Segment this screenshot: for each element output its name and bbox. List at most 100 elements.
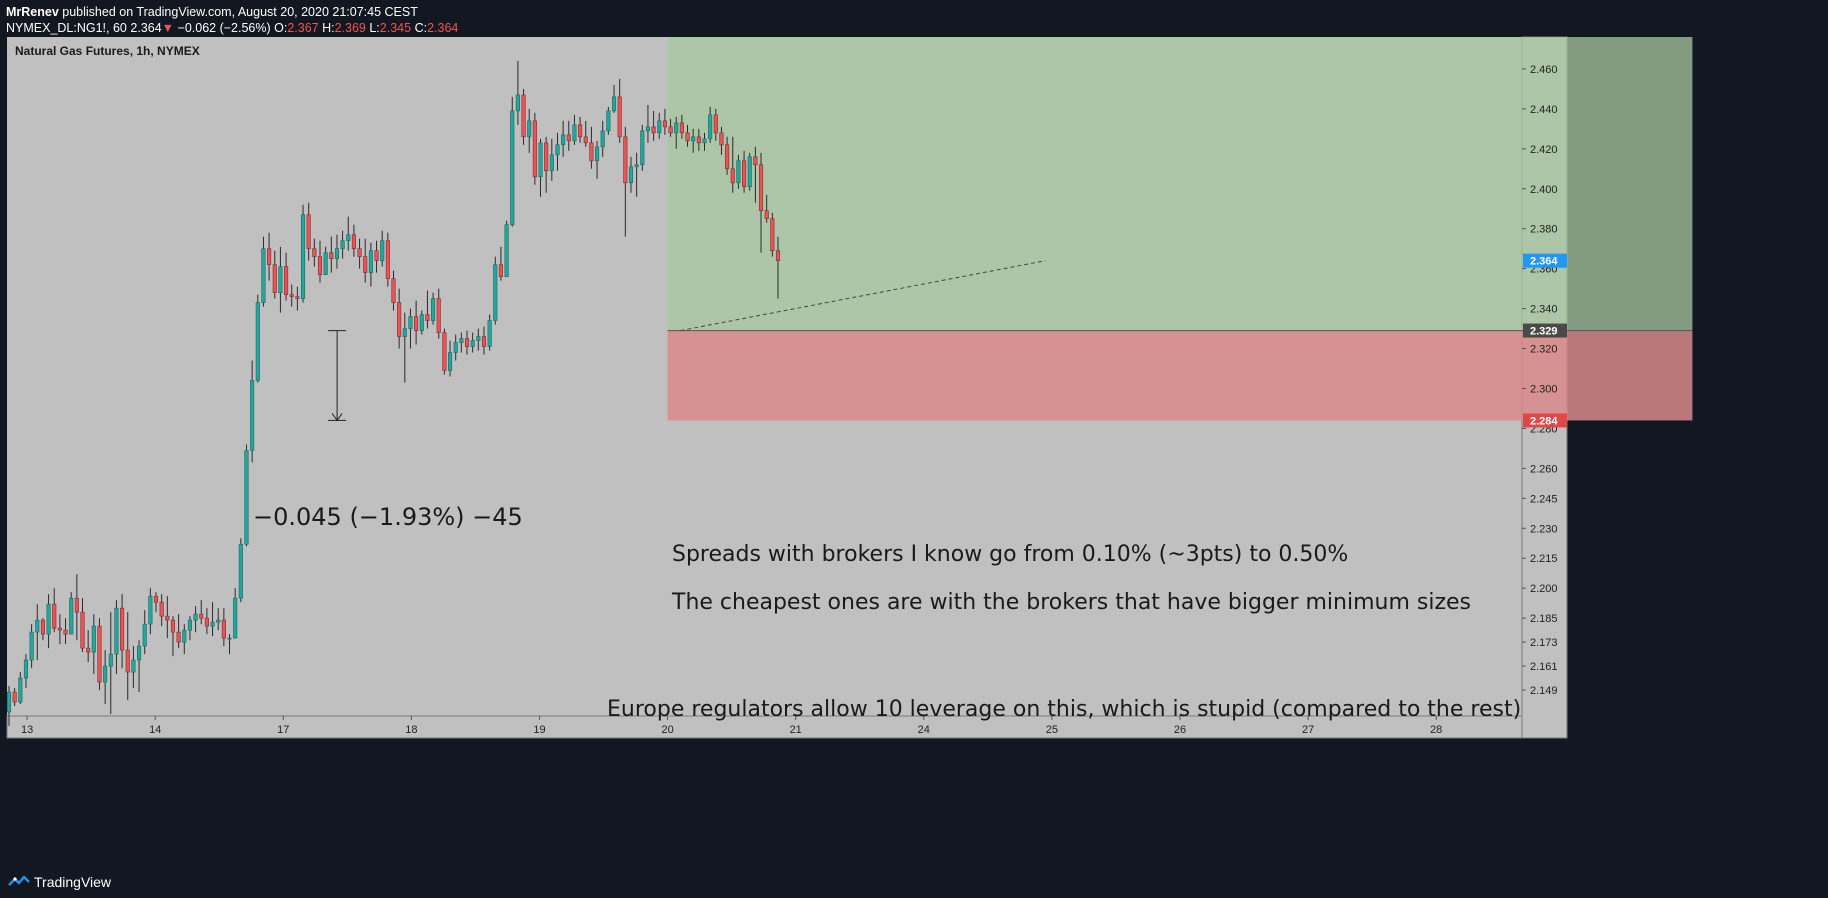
candle[interactable]: [431, 292, 436, 325]
candle[interactable]: [725, 136, 730, 175]
candle[interactable]: [572, 114, 577, 145]
candle[interactable]: [97, 618, 102, 691]
candle[interactable]: [538, 138, 543, 197]
candle[interactable]: [521, 88, 526, 145]
candle[interactable]: [317, 240, 323, 283]
candle[interactable]: [91, 614, 96, 675]
candle[interactable]: [23, 654, 29, 689]
candle[interactable]: [289, 284, 294, 307]
candle[interactable]: [159, 594, 164, 627]
candle[interactable]: [600, 120, 605, 157]
candle[interactable]: [532, 112, 537, 185]
candle[interactable]: [57, 614, 62, 645]
annotation-spreads[interactable]: Spreads with brokers I know go from 0.10…: [672, 542, 1349, 567]
candle[interactable]: [363, 238, 368, 283]
candle[interactable]: [176, 614, 181, 649]
candle[interactable]: [255, 294, 260, 383]
candle[interactable]: [114, 600, 119, 675]
candle[interactable]: [323, 246, 328, 275]
candle[interactable]: [628, 156, 634, 193]
candle[interactable]: [583, 120, 588, 147]
candle[interactable]: [436, 288, 441, 339]
candle[interactable]: [476, 328, 481, 351]
candle[interactable]: [351, 224, 356, 257]
candle[interactable]: [775, 236, 781, 299]
candle[interactable]: [657, 112, 662, 139]
candle[interactable]: [708, 106, 713, 143]
candle[interactable]: [747, 152, 752, 191]
candle[interactable]: [685, 124, 690, 147]
candle[interactable]: [459, 332, 464, 353]
candle[interactable]: [702, 132, 707, 151]
candle[interactable]: [414, 300, 419, 345]
candle[interactable]: [611, 84, 617, 113]
candle[interactable]: [408, 308, 413, 349]
candle[interactable]: [136, 640, 142, 693]
candle[interactable]: [758, 152, 764, 253]
candle[interactable]: [12, 688, 17, 707]
candle[interactable]: [470, 332, 475, 353]
candle[interactable]: [742, 150, 747, 193]
candle[interactable]: [561, 120, 566, 157]
candle[interactable]: [300, 204, 306, 303]
candle[interactable]: [498, 246, 503, 281]
candle[interactable]: [668, 118, 673, 137]
candle[interactable]: [6, 686, 12, 726]
candle[interactable]: [233, 588, 238, 639]
candle[interactable]: [63, 618, 68, 645]
footer-brand[interactable]: TradingView: [8, 874, 111, 890]
candle[interactable]: [691, 128, 696, 153]
candle[interactable]: [589, 126, 594, 169]
candle[interactable]: [679, 114, 684, 139]
candle[interactable]: [391, 270, 396, 311]
candle[interactable]: [125, 612, 130, 701]
candle[interactable]: [719, 126, 724, 155]
candle[interactable]: [623, 126, 628, 237]
candle[interactable]: [442, 328, 447, 375]
candle[interactable]: [527, 108, 532, 153]
candle[interactable]: [334, 234, 340, 269]
measure-label[interactable]: −0.045 (−1.93%) −45: [253, 503, 523, 531]
candle[interactable]: [544, 136, 549, 193]
candle[interactable]: [493, 256, 498, 325]
candle[interactable]: [182, 624, 187, 655]
candle[interactable]: [312, 238, 317, 267]
candle[interactable]: [419, 310, 424, 335]
candle[interactable]: [481, 326, 487, 355]
candle[interactable]: [425, 290, 430, 329]
candle[interactable]: [238, 538, 243, 603]
candle[interactable]: [770, 212, 775, 257]
candle[interactable]: [634, 152, 639, 197]
candle[interactable]: [640, 124, 645, 171]
candle[interactable]: [566, 120, 571, 151]
candle[interactable]: [306, 202, 311, 261]
candle[interactable]: [210, 602, 215, 637]
candle[interactable]: [645, 104, 651, 143]
candle[interactable]: [187, 616, 192, 641]
trend-dashed-line[interactable]: [680, 260, 1046, 332]
candle[interactable]: [374, 240, 379, 273]
candle[interactable]: [606, 106, 611, 135]
candle[interactable]: [515, 60, 520, 125]
candle[interactable]: [29, 624, 34, 669]
candle[interactable]: [340, 230, 345, 259]
candle[interactable]: [216, 608, 221, 631]
price-tag[interactable]: 2.329: [1523, 323, 1567, 338]
candle[interactable]: [651, 110, 656, 141]
candle[interactable]: [170, 616, 176, 657]
candle[interactable]: [595, 140, 600, 179]
candle[interactable]: [267, 232, 272, 281]
candle[interactable]: [80, 598, 85, 653]
candle[interactable]: [753, 146, 758, 203]
candle[interactable]: [272, 250, 277, 299]
candle[interactable]: [18, 672, 23, 705]
candle[interactable]: [46, 594, 51, 649]
candle[interactable]: [385, 232, 390, 287]
price-tag[interactable]: 2.364: [1523, 253, 1567, 268]
candle[interactable]: [108, 612, 113, 715]
candle[interactable]: [227, 634, 232, 655]
candle[interactable]: [153, 592, 159, 613]
candle[interactable]: [52, 588, 57, 633]
candle[interactable]: [261, 236, 266, 307]
